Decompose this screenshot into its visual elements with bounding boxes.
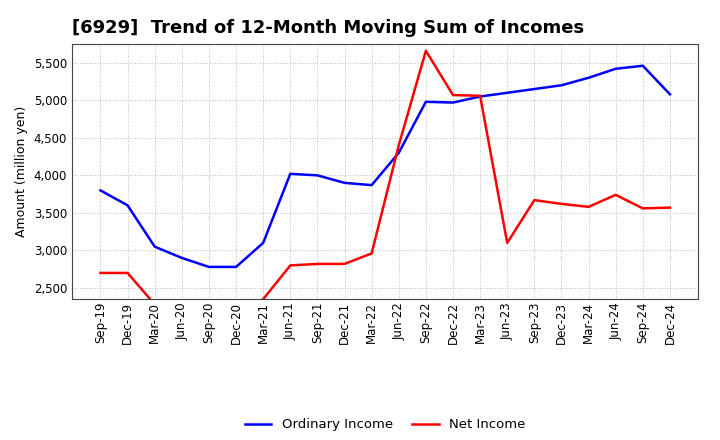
Ordinary Income	[557, 83, 566, 88]
Net Income	[313, 261, 322, 267]
Net Income	[178, 310, 186, 315]
Net Income	[584, 204, 593, 209]
Net Income	[530, 198, 539, 203]
Net Income	[204, 312, 213, 317]
Net Income	[665, 205, 674, 210]
Ordinary Income	[341, 180, 349, 186]
Line: Net Income: Net Income	[101, 51, 670, 314]
Ordinary Income	[503, 90, 511, 95]
Net Income	[286, 263, 294, 268]
Text: [6929]  Trend of 12-Month Moving Sum of Incomes: [6929] Trend of 12-Month Moving Sum of I…	[72, 19, 584, 37]
Ordinary Income	[313, 173, 322, 178]
Net Income	[611, 192, 620, 198]
Ordinary Income	[395, 150, 403, 155]
Net Income	[232, 312, 240, 317]
Net Income	[395, 143, 403, 148]
Ordinary Income	[96, 188, 105, 193]
Net Income	[557, 201, 566, 206]
Ordinary Income	[178, 255, 186, 260]
Ordinary Income	[286, 171, 294, 176]
Y-axis label: Amount (million yen): Amount (million yen)	[15, 106, 28, 237]
Ordinary Income	[232, 264, 240, 270]
Legend: Ordinary Income, Net Income: Ordinary Income, Net Income	[239, 413, 531, 436]
Ordinary Income	[204, 264, 213, 270]
Ordinary Income	[150, 244, 159, 249]
Ordinary Income	[367, 183, 376, 188]
Line: Ordinary Income: Ordinary Income	[101, 66, 670, 267]
Ordinary Income	[123, 203, 132, 208]
Ordinary Income	[259, 240, 268, 246]
Ordinary Income	[611, 66, 620, 71]
Net Income	[503, 240, 511, 246]
Net Income	[476, 93, 485, 99]
Net Income	[421, 48, 430, 53]
Net Income	[367, 251, 376, 256]
Net Income	[259, 297, 268, 302]
Ordinary Income	[665, 92, 674, 97]
Net Income	[96, 270, 105, 275]
Ordinary Income	[639, 63, 647, 68]
Ordinary Income	[449, 100, 457, 105]
Ordinary Income	[476, 94, 485, 99]
Net Income	[123, 270, 132, 275]
Ordinary Income	[584, 75, 593, 81]
Ordinary Income	[421, 99, 430, 104]
Ordinary Income	[530, 86, 539, 92]
Net Income	[341, 261, 349, 267]
Net Income	[150, 302, 159, 307]
Net Income	[639, 206, 647, 211]
Net Income	[449, 92, 457, 98]
